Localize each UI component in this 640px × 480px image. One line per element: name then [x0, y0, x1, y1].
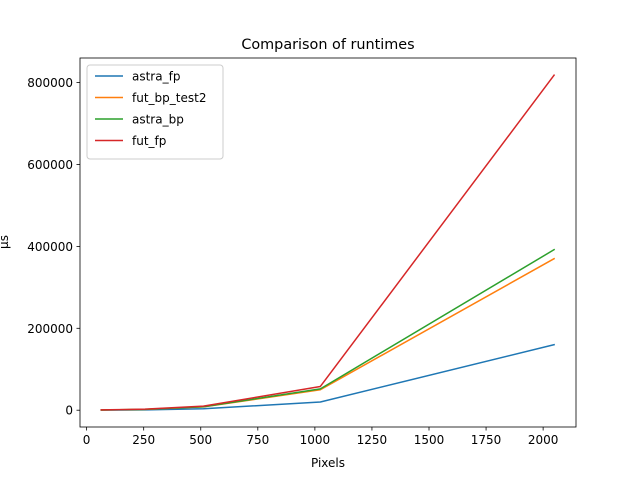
- y-tick-label: 400000: [27, 240, 73, 254]
- y-axis: 0 200000 400000 600000 800000: [27, 76, 80, 418]
- y-axis-label: μs: [0, 235, 11, 249]
- x-tick-label: 0: [83, 433, 91, 447]
- x-tick-label: 1750: [471, 433, 502, 447]
- axes-frame: [79, 57, 577, 428]
- y-tick-label: 800000: [27, 76, 73, 90]
- series-line-fut-fp: [100, 74, 556, 411]
- x-axis-label: Pixels: [311, 456, 345, 470]
- legend-box: [86, 64, 224, 160]
- legend-label: fut_bp_test2: [132, 91, 206, 105]
- x-tick-label: 1500: [414, 433, 445, 447]
- x-tick-label: 2000: [528, 433, 559, 447]
- x-tick-label: 500: [189, 433, 212, 447]
- y-tick-label: 0: [65, 404, 73, 418]
- x-tick-label: 1250: [357, 433, 388, 447]
- series-layer: [100, 74, 556, 411]
- legend-label: astra_bp: [132, 113, 184, 127]
- x-tick-label: 750: [246, 433, 269, 447]
- x-tick-label: 250: [132, 433, 155, 447]
- x-axis: 0 250 500 750 1000 1250 1500 1750 2000: [83, 427, 559, 447]
- chart-title: Comparison of runtimes: [241, 37, 414, 53]
- y-tick-label: 200000: [27, 322, 73, 336]
- y-tick-label: 600000: [27, 158, 73, 172]
- x-tick-label: 1000: [300, 433, 331, 447]
- legend: astra_fp fut_bp_test2 astra_bp fut_fp: [86, 64, 224, 160]
- legend-label: fut_fp: [132, 134, 166, 148]
- legend-label: astra_fp: [132, 70, 180, 84]
